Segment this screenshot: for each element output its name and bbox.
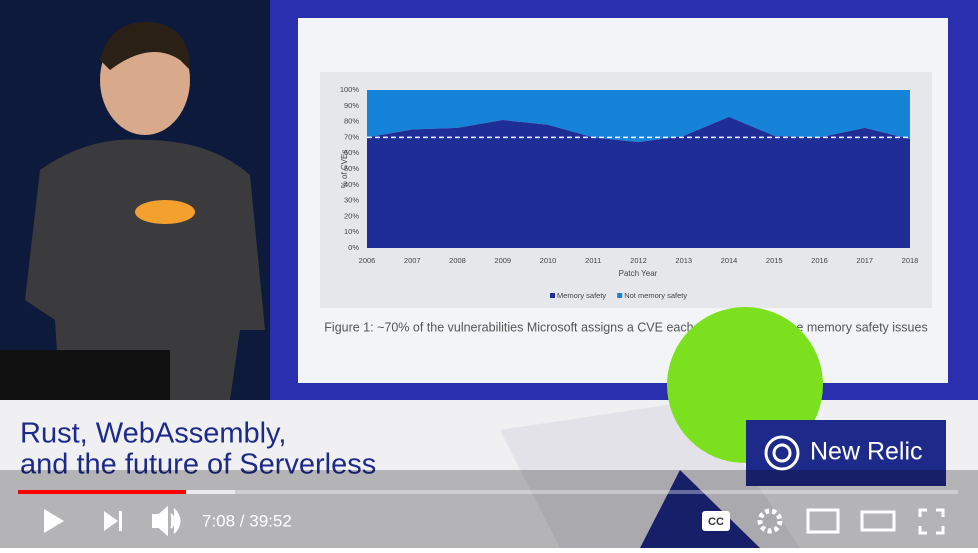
y-tick-label: 0% (348, 243, 359, 252)
miniplayer-button[interactable] (806, 508, 840, 534)
y-tick-label: 80% (344, 117, 359, 126)
banner-triangle (640, 470, 760, 548)
sponsor-logo (772, 443, 792, 463)
legend-swatch (550, 293, 555, 298)
cc-button[interactable] (702, 511, 730, 531)
play-button[interactable] (44, 509, 64, 533)
progress-played (18, 490, 186, 494)
x-tick-label: 2009 (494, 256, 511, 265)
x-tick-label: 2012 (630, 256, 647, 265)
x-tick-label: 2017 (856, 256, 873, 265)
y-axis-label: % of CVEs (340, 150, 349, 189)
next-button[interactable] (104, 511, 122, 531)
podium (0, 350, 170, 400)
x-tick-label: 2011 (585, 256, 601, 265)
x-tick-label: 2015 (766, 256, 783, 265)
time-display: 7:08 / 39:52 (202, 511, 292, 530)
theater-button[interactable] (860, 510, 896, 532)
x-tick-label: 2014 (721, 256, 738, 265)
y-tick-label: 10% (344, 227, 359, 236)
y-tick-label: 50% (344, 164, 359, 173)
x-tick-label: 2010 (540, 256, 557, 265)
x-tick-label: 2018 (902, 256, 919, 265)
y-tick-label: 60% (344, 148, 359, 157)
y-tick-label: 20% (344, 211, 359, 220)
settings-button[interactable] (757, 508, 783, 534)
x-tick-label: 2016 (811, 256, 828, 265)
y-tick-label: 90% (344, 101, 359, 110)
speaker-shirt (25, 139, 265, 400)
sponsor-name: New Relic (810, 438, 923, 466)
cc-label: CC (708, 516, 724, 528)
y-tick-label: 30% (344, 196, 359, 205)
speaker-hair (100, 21, 190, 70)
talk-title: Rust, WebAssembly, (20, 418, 286, 450)
volume-button[interactable] (152, 505, 181, 537)
y-tick-label: 40% (344, 180, 359, 189)
legend-label: Not memory safety (624, 291, 687, 300)
y-tick-label: 100% (340, 85, 360, 94)
legend-swatch (617, 293, 623, 298)
legend-label: Memory safety (557, 291, 606, 300)
sponsor-box (746, 420, 946, 486)
area (367, 116, 910, 248)
x-axis-label: Patch Year (619, 269, 658, 278)
talk-title: and the future of Serverless (20, 449, 376, 481)
x-tick-label: 2008 (449, 256, 466, 265)
figure-caption: Figure 1: ~70% of the vulnerabilities Mi… (324, 320, 927, 334)
sponsor-logo (764, 435, 800, 471)
x-tick-label: 2013 (675, 256, 692, 265)
x-tick-label: 2007 (404, 256, 421, 265)
area (367, 90, 910, 143)
fullscreen-button[interactable] (918, 508, 945, 535)
x-tick-label: 2006 (359, 256, 376, 265)
y-tick-label: 70% (344, 132, 359, 141)
shirt-logo (135, 200, 195, 224)
progress-track[interactable] (18, 490, 958, 494)
